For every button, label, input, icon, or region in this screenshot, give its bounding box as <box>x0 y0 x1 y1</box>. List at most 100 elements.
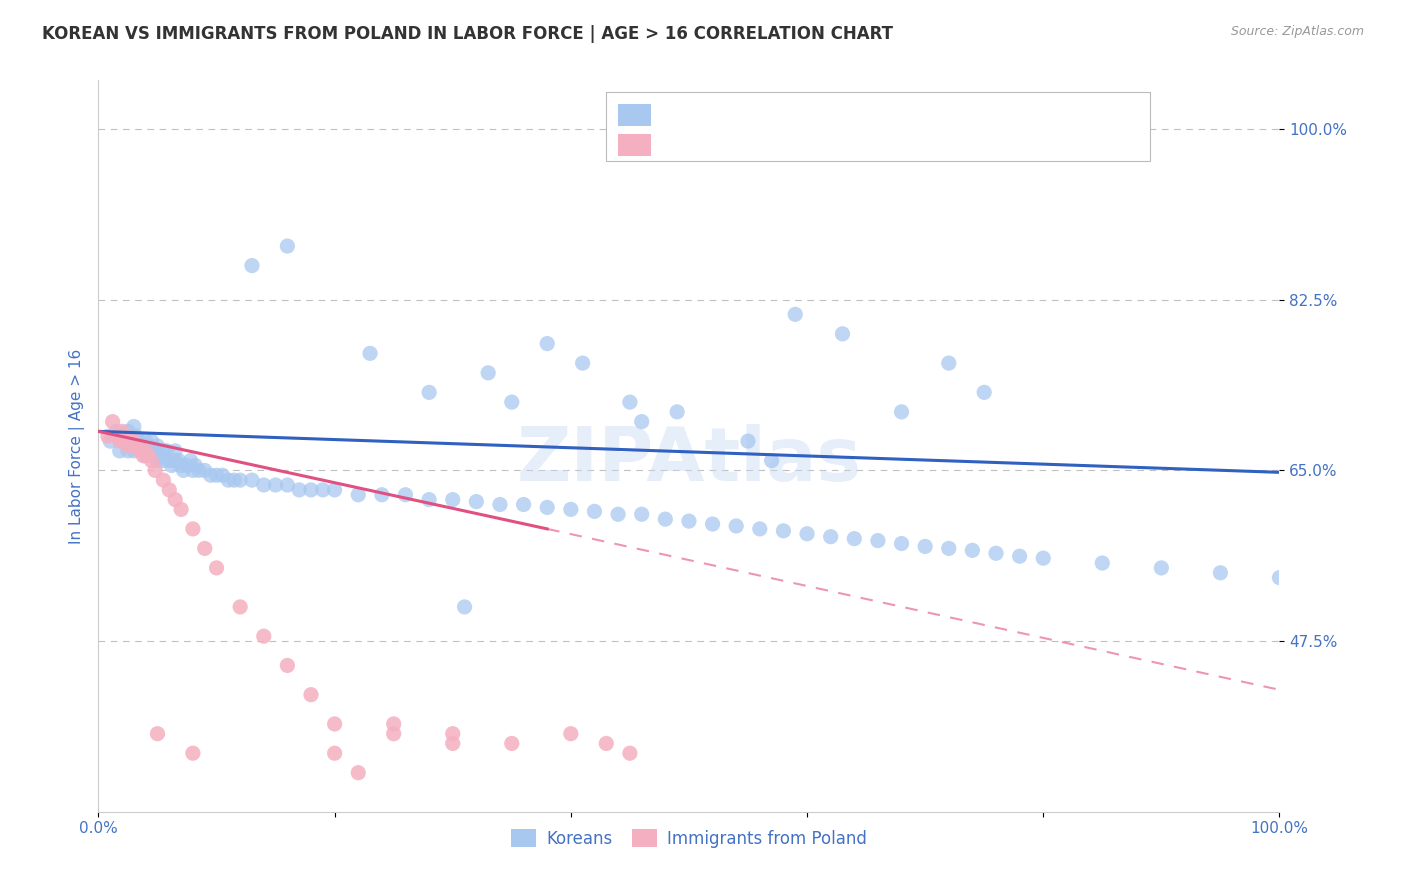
Point <box>108 434 131 449</box>
Point <box>725 519 748 533</box>
Point <box>702 516 724 531</box>
Point <box>170 502 193 516</box>
Point <box>152 443 174 458</box>
Point <box>132 449 155 463</box>
Point <box>141 453 163 467</box>
Point <box>276 658 298 673</box>
Point <box>229 599 252 614</box>
Point <box>211 468 233 483</box>
Point <box>737 434 759 449</box>
Point <box>205 561 228 575</box>
Point <box>453 599 475 614</box>
Point <box>465 494 488 508</box>
Point <box>418 385 440 400</box>
Point <box>167 453 190 467</box>
Point <box>135 443 157 458</box>
Point <box>105 429 128 443</box>
Point <box>560 727 582 741</box>
Point <box>165 443 187 458</box>
Point <box>136 449 159 463</box>
Point <box>619 746 641 760</box>
Point <box>831 326 853 341</box>
Point <box>630 508 652 522</box>
Point <box>165 453 187 467</box>
Point <box>654 512 676 526</box>
Point <box>112 434 135 449</box>
Point <box>796 526 818 541</box>
Point <box>108 443 131 458</box>
Point <box>125 429 148 443</box>
Point <box>312 483 335 497</box>
Point <box>176 458 198 473</box>
Point <box>299 688 322 702</box>
Point <box>217 473 239 487</box>
Text: ZIPAtlas: ZIPAtlas <box>516 424 862 497</box>
Point <box>477 366 499 380</box>
Point <box>441 736 464 750</box>
Point <box>264 478 287 492</box>
Point <box>132 443 155 458</box>
Point <box>101 415 124 429</box>
Point <box>229 473 252 487</box>
Text: R =: R = <box>659 135 696 153</box>
Point <box>418 492 440 507</box>
Point <box>121 434 143 449</box>
Point <box>172 463 194 477</box>
Point <box>323 746 346 760</box>
Point <box>143 443 166 458</box>
Point <box>157 453 180 467</box>
Point <box>128 434 150 449</box>
Point <box>112 434 135 449</box>
Point <box>122 443 145 458</box>
Point <box>619 395 641 409</box>
Text: N =: N = <box>831 135 868 153</box>
Point <box>143 463 166 477</box>
Point <box>501 736 523 750</box>
Point <box>441 727 464 741</box>
Point <box>1008 549 1031 564</box>
Point <box>1150 561 1173 575</box>
Point <box>253 629 276 643</box>
Point <box>105 425 128 439</box>
Text: 114: 114 <box>877 105 912 124</box>
Point <box>122 419 145 434</box>
Point <box>194 463 217 477</box>
Point <box>181 746 204 760</box>
FancyBboxPatch shape <box>619 104 651 127</box>
Point <box>194 541 217 556</box>
Point <box>128 443 150 458</box>
Point <box>181 463 204 477</box>
Text: 34: 34 <box>877 135 901 153</box>
Point <box>156 443 179 458</box>
Point <box>125 439 148 453</box>
Point <box>441 492 464 507</box>
Point <box>761 453 783 467</box>
Point <box>323 483 346 497</box>
Point <box>890 405 912 419</box>
Point <box>200 468 222 483</box>
Point <box>890 536 912 550</box>
Point <box>117 425 139 439</box>
Point <box>844 532 866 546</box>
Point <box>98 434 121 449</box>
Point <box>121 434 143 449</box>
Point <box>748 522 770 536</box>
Point <box>240 473 263 487</box>
Point <box>160 458 183 473</box>
Point <box>666 405 689 419</box>
Point <box>157 483 180 497</box>
Point <box>512 498 534 512</box>
Point <box>276 239 298 253</box>
Point <box>205 468 228 483</box>
Y-axis label: In Labor Force | Age > 16: In Labor Force | Age > 16 <box>69 349 84 543</box>
Point <box>1032 551 1054 566</box>
Point <box>152 453 174 467</box>
Point <box>1268 571 1291 585</box>
Text: KOREAN VS IMMIGRANTS FROM POLAND IN LABOR FORCE | AGE > 16 CORRELATION CHART: KOREAN VS IMMIGRANTS FROM POLAND IN LABO… <box>42 25 893 43</box>
Point <box>181 522 204 536</box>
Point <box>117 439 139 453</box>
Point <box>240 259 263 273</box>
Point <box>135 434 157 449</box>
Point <box>276 478 298 492</box>
Point <box>678 514 700 528</box>
